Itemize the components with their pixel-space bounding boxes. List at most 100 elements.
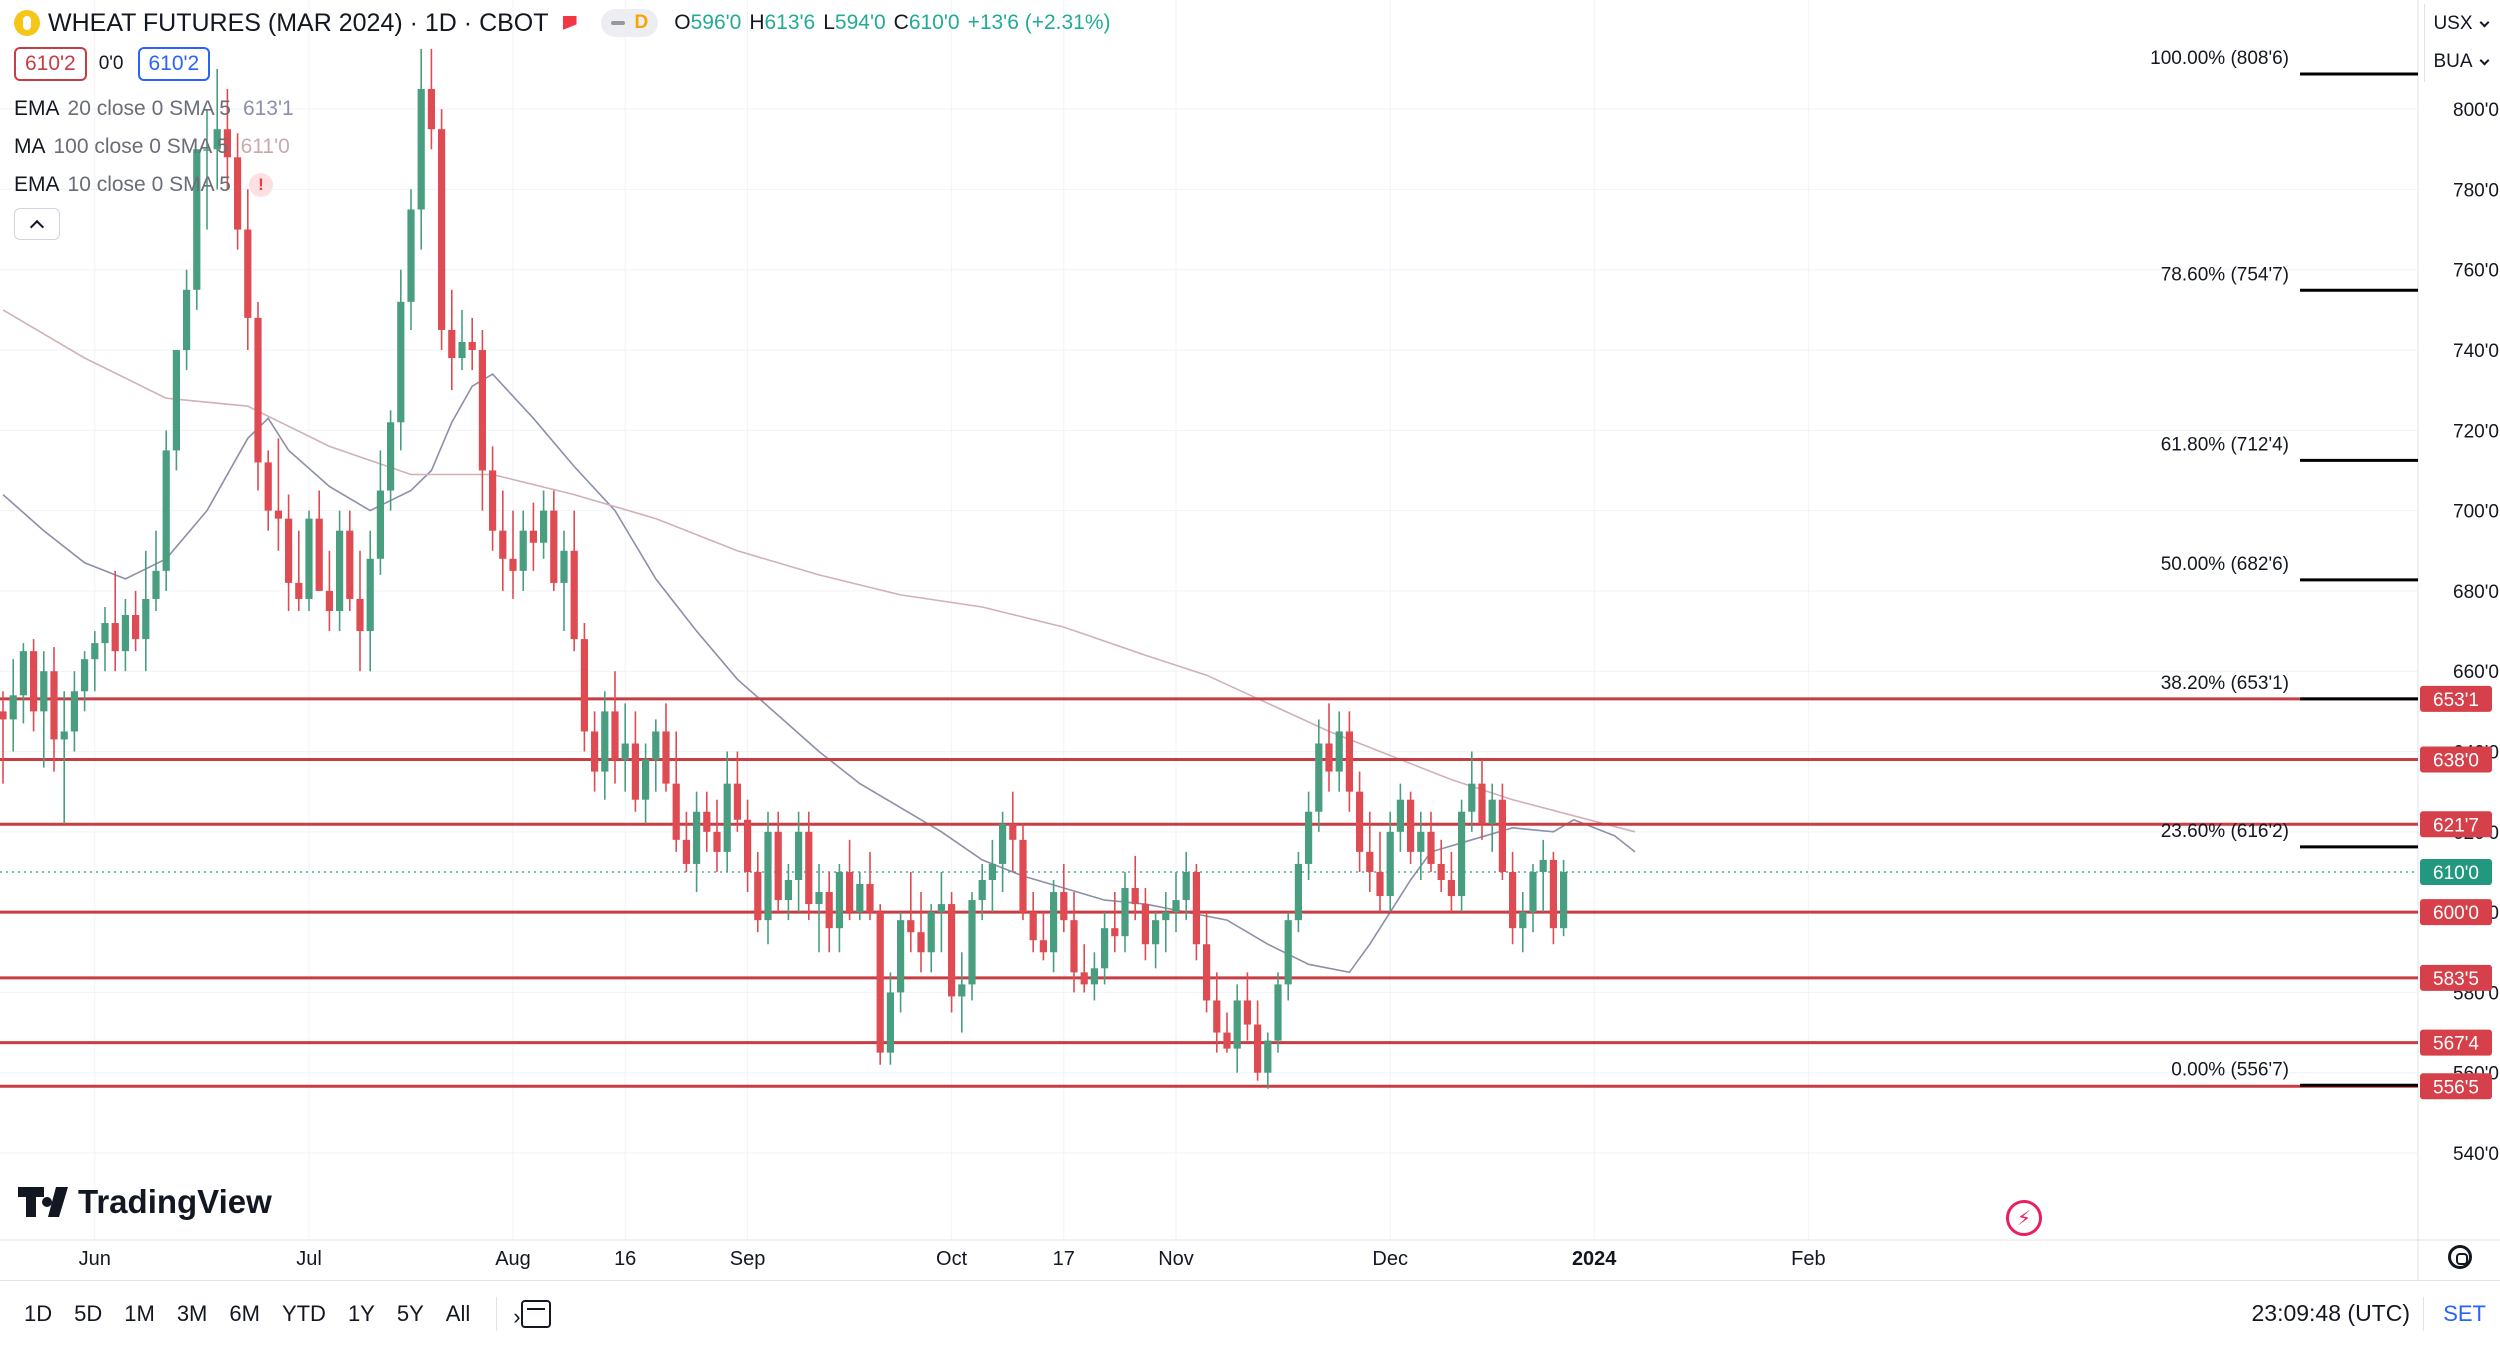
candle-body bbox=[1182, 871, 1190, 901]
utc-clock[interactable]: 23:09:48 (UTC) bbox=[2251, 1300, 2410, 1326]
indicator-ema20[interactable]: EMA 20 close 0 SMA 5 613'1 bbox=[14, 90, 1111, 128]
currency-selector[interactable]: USX bbox=[2424, 4, 2496, 44]
candle-body bbox=[1019, 839, 1027, 913]
settings-button[interactable]: SET bbox=[2443, 1300, 2486, 1326]
candle-body bbox=[1396, 799, 1404, 832]
candle-body bbox=[336, 530, 344, 611]
range-1m[interactable]: 1M bbox=[124, 1300, 155, 1326]
ma-line bbox=[2, 309, 1636, 833]
ohlc-open: O596'0 bbox=[674, 11, 742, 34]
tradingview-logo[interactable]: TradingView bbox=[18, 1183, 272, 1221]
level-price-label: 621'7 bbox=[2433, 815, 2479, 836]
range-5y[interactable]: 5Y bbox=[396, 1300, 424, 1326]
range-3m[interactable]: 3M bbox=[176, 1300, 208, 1326]
price-chart[interactable]: 540'0560'0580'0600'0620'0640'0660'0680'0… bbox=[0, 0, 2500, 1280]
candle-body bbox=[1050, 892, 1058, 953]
candle-body bbox=[499, 530, 507, 559]
symbol-header: WHEAT FUTURES (MAR 2024) · 1D · CBOT D O… bbox=[14, 6, 1111, 40]
indicator-args: 10 close 0 SMA 5 bbox=[67, 173, 231, 196]
candle-body bbox=[1519, 912, 1527, 929]
candle-body bbox=[458, 341, 466, 359]
candle-body bbox=[968, 900, 976, 985]
candle-body bbox=[325, 590, 333, 611]
indicator-ema10[interactable]: EMA 10 close 0 SMA 5 ! bbox=[14, 166, 1111, 204]
level-price-label: 638'0 bbox=[2433, 751, 2479, 772]
candle-body bbox=[519, 530, 527, 571]
candle-body bbox=[366, 558, 374, 632]
candle-body bbox=[1141, 904, 1149, 945]
fib-label: 78.60% (754'7) bbox=[2161, 264, 2289, 285]
market-status-pill[interactable]: D bbox=[600, 9, 659, 37]
candle-body bbox=[1284, 920, 1292, 985]
candle-body bbox=[784, 880, 792, 901]
symbol-title[interactable]: WHEAT FUTURES (MAR 2024) · 1D · CBOT bbox=[48, 8, 549, 37]
indicator-name: EMA bbox=[14, 173, 60, 196]
level-price-tag bbox=[2420, 899, 2492, 926]
candle-body bbox=[733, 783, 741, 820]
candle-body bbox=[856, 884, 864, 913]
candle-body bbox=[346, 530, 354, 599]
candle-body bbox=[1498, 799, 1506, 872]
candle-body bbox=[101, 623, 109, 644]
range-ytd[interactable]: YTD bbox=[281, 1300, 326, 1326]
candle-body bbox=[672, 783, 680, 840]
x-tick-label: Sep bbox=[730, 1248, 766, 1270]
price-change: +13'6 (+2.31%) bbox=[967, 11, 1111, 34]
toolbar-divider bbox=[496, 1296, 498, 1331]
candle-body bbox=[1539, 859, 1547, 872]
candle-body bbox=[1121, 888, 1129, 937]
lightning-icon[interactable]: ⚡ bbox=[2006, 1200, 2042, 1236]
range-all[interactable]: All bbox=[445, 1300, 471, 1326]
range-1d[interactable]: 1D bbox=[24, 1300, 53, 1326]
level-price-label: 653'1 bbox=[2433, 690, 2479, 711]
indicator-args: 20 close 0 SMA 5 bbox=[67, 97, 231, 120]
candle-body bbox=[438, 129, 446, 330]
y-tick-label: 680'0 bbox=[2453, 582, 2499, 603]
candle-body bbox=[550, 510, 558, 583]
candle-body bbox=[376, 490, 384, 559]
range-5d[interactable]: 5D bbox=[74, 1300, 103, 1326]
go-to-date-icon[interactable] bbox=[513, 1299, 552, 1328]
y-tick-label: 760'0 bbox=[2453, 261, 2499, 282]
buy-button[interactable]: 610'2 bbox=[137, 47, 211, 81]
indicator-list: EMA 20 close 0 SMA 5 613'1 MA 100 close … bbox=[14, 90, 1111, 240]
candle-body bbox=[203, 149, 211, 151]
warning-icon[interactable]: ! bbox=[248, 173, 273, 197]
candle-body bbox=[1233, 1000, 1241, 1049]
wheat-symbol-icon bbox=[14, 10, 40, 36]
indicator-ma100[interactable]: MA 100 close 0 SMA 5 611'0 bbox=[14, 128, 1111, 166]
candle-body bbox=[1152, 920, 1160, 945]
y-tick-label: 700'0 bbox=[2453, 502, 2499, 523]
market-status: D bbox=[634, 12, 649, 33]
candle-body bbox=[1335, 731, 1343, 772]
range-6m[interactable]: 6M bbox=[229, 1300, 260, 1326]
candle-body bbox=[417, 89, 425, 210]
flag-icon[interactable] bbox=[562, 16, 577, 30]
candle-body bbox=[1376, 871, 1384, 897]
candle-body bbox=[764, 831, 772, 921]
candle-body bbox=[1417, 831, 1425, 852]
candle-body bbox=[1345, 731, 1353, 792]
range-1y[interactable]: 1Y bbox=[347, 1300, 375, 1326]
candle-body bbox=[478, 350, 486, 471]
candle-body bbox=[591, 731, 599, 772]
chevron-down-icon bbox=[2479, 17, 2489, 27]
candle-body bbox=[1427, 831, 1435, 864]
candle-body bbox=[407, 209, 415, 302]
trade-row: 610'2 0'0 610'2 bbox=[14, 46, 1111, 82]
tradingview-logo-icon bbox=[18, 1187, 68, 1217]
sell-button[interactable]: 610'2 bbox=[14, 47, 87, 81]
unit-selector[interactable]: BUA bbox=[2424, 42, 2496, 82]
candle-body bbox=[509, 558, 517, 571]
candle-body bbox=[713, 831, 721, 852]
fib-label: 50.00% (682'6) bbox=[2161, 554, 2289, 575]
level-price-tag bbox=[2420, 1073, 2492, 1100]
y-tick-label: 720'0 bbox=[2453, 421, 2499, 442]
candle-body bbox=[1243, 1000, 1251, 1025]
candle-body bbox=[285, 518, 293, 583]
candle-body bbox=[183, 289, 191, 351]
gear-icon[interactable] bbox=[2448, 1245, 2472, 1269]
candle-body bbox=[999, 823, 1007, 864]
candle-body bbox=[693, 811, 701, 864]
collapse-legend-button[interactable] bbox=[14, 208, 60, 240]
